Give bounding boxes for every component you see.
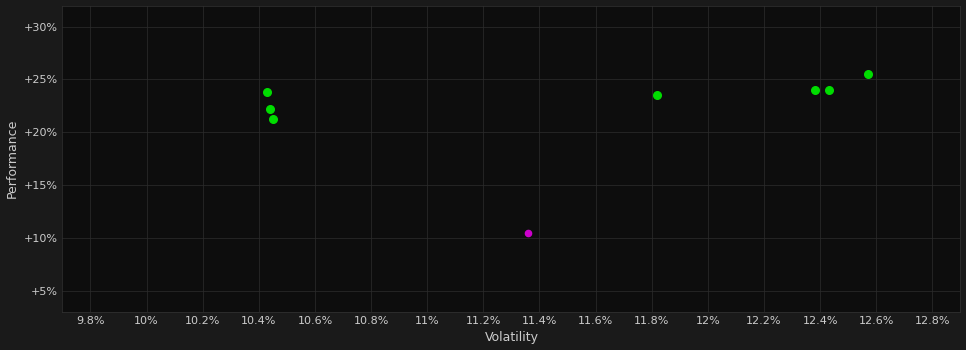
Point xyxy=(265,116,280,121)
Point xyxy=(263,106,278,112)
X-axis label: Volatility: Volatility xyxy=(484,331,538,344)
Point xyxy=(649,92,665,98)
Point xyxy=(860,71,875,77)
Point xyxy=(521,230,536,235)
Point xyxy=(260,89,275,95)
Point xyxy=(807,87,822,93)
Point xyxy=(821,87,837,93)
Y-axis label: Performance: Performance xyxy=(6,119,18,198)
